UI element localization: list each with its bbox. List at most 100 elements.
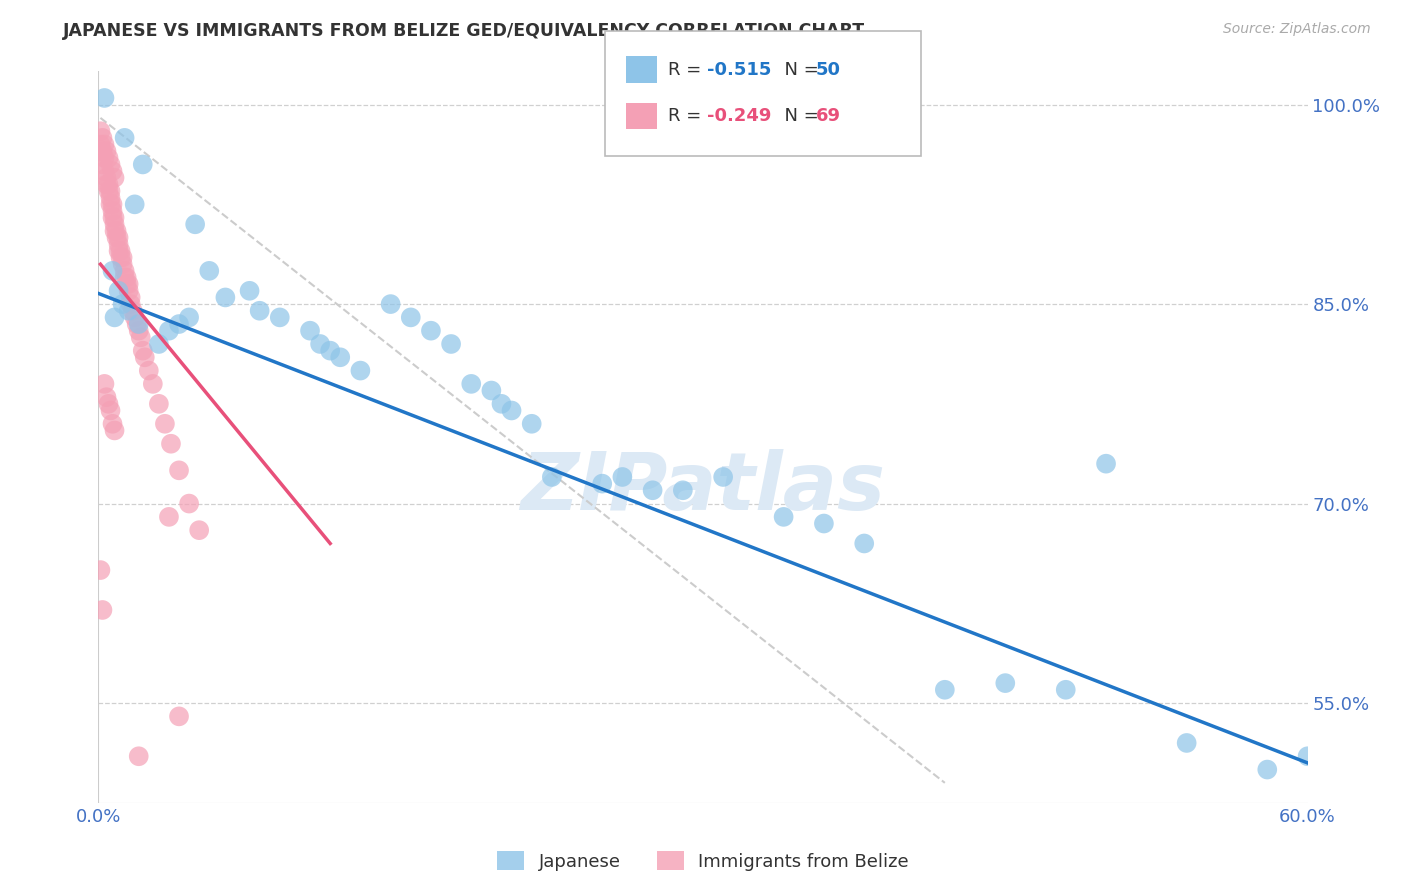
Point [107,244,129,258]
Point [772,509,794,524]
Point [118,303,141,318]
Point [672,483,695,498]
Point [103,217,125,231]
Point [100,191,122,205]
Point [399,310,422,325]
Point [93,164,115,178]
Point [107,230,129,244]
Point [101,204,124,219]
Point [641,483,664,498]
Point [214,290,236,304]
Point [97,151,120,165]
Point [107,284,129,298]
Point [93,151,115,165]
Point [111,257,134,271]
Point [97,397,120,411]
Point [101,211,124,225]
Point [101,197,124,211]
Point [114,270,136,285]
Point [96,170,118,185]
Point [101,264,124,278]
Point [103,424,125,438]
Point [167,709,190,723]
Point [309,337,332,351]
Point [1054,682,1077,697]
Point [994,676,1017,690]
Point [440,337,463,351]
Point [167,463,190,477]
Point [91,603,114,617]
Point [1256,763,1278,777]
Point [148,337,170,351]
Text: R =: R = [668,61,707,78]
Text: JAPANESE VS IMMIGRANTS FROM BELIZE GED/EQUIVALENCY CORRELATION CHART: JAPANESE VS IMMIGRANTS FROM BELIZE GED/E… [63,22,866,40]
Point [129,330,152,344]
Point [132,157,155,171]
Point [93,376,115,391]
Point [188,523,211,537]
Point [134,351,156,365]
Point [711,470,734,484]
Point [105,224,128,238]
Point [128,324,150,338]
Point [167,317,190,331]
Point [299,324,322,338]
Text: 50: 50 [815,61,841,78]
Point [96,390,118,404]
Point [501,403,523,417]
Point [89,124,111,138]
Point [380,297,402,311]
Point [198,264,221,278]
Point [100,157,122,171]
Point [269,310,291,325]
Point [239,284,262,298]
Point [103,224,125,238]
Point [179,310,201,325]
Point [612,470,634,484]
Point [329,351,352,365]
Point [481,384,503,398]
Point [853,536,876,550]
Point [97,178,120,192]
Point [934,682,956,697]
Point [132,343,155,358]
Point [91,157,114,171]
Point [540,470,562,484]
Point [96,144,118,158]
Point [124,197,146,211]
Point [114,264,136,278]
Point [157,509,180,524]
Point [349,363,371,377]
Point [120,297,142,311]
Point [148,397,170,411]
Point [96,178,118,192]
Point [100,197,122,211]
Point [142,376,165,391]
Point [91,144,114,158]
Point [101,164,124,178]
Text: N =: N = [773,107,825,125]
Point [93,137,115,152]
Point [157,324,180,338]
Point [118,284,141,298]
Point [125,317,148,331]
Point [103,310,125,325]
Point [100,184,122,198]
Point [93,91,115,105]
Point [128,749,150,764]
Text: -0.515: -0.515 [707,61,772,78]
Legend: Japanese, Immigrants from Belize: Japanese, Immigrants from Belize [489,844,917,878]
Point [124,310,146,325]
Point [121,303,143,318]
Point [114,131,136,145]
Point [118,277,141,292]
Text: 69: 69 [815,107,841,125]
Point [120,290,142,304]
Point [105,230,128,244]
Point [138,363,160,377]
Point [591,476,613,491]
Point [184,217,207,231]
Point [160,436,183,450]
Point [1296,749,1319,764]
Text: N =: N = [773,61,825,78]
